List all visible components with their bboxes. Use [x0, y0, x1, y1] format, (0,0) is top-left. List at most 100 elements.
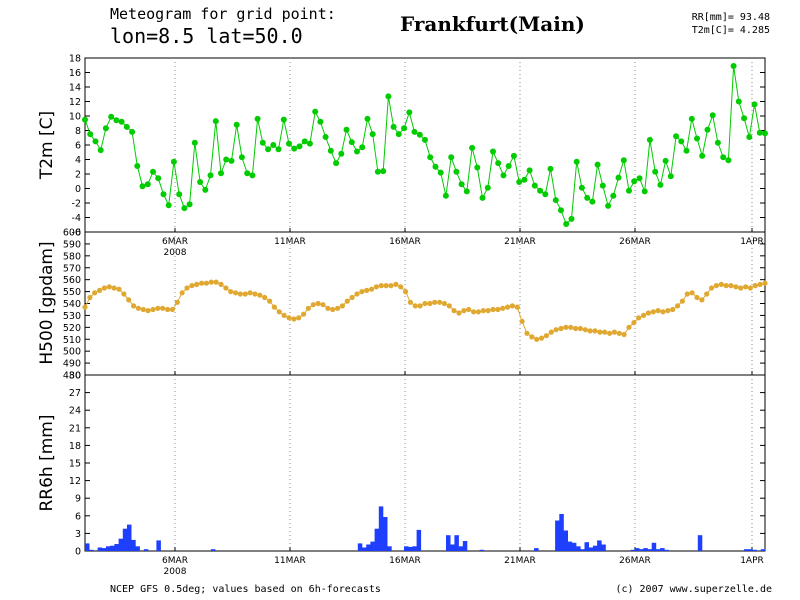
temperature-data-point: [265, 146, 272, 153]
precipitation-bar: [634, 548, 640, 551]
temperature-data-point: [102, 125, 109, 132]
precipitation-x-tick-label: 16MAR: [389, 556, 421, 566]
temperature-data-point: [720, 154, 727, 161]
precipitation-bar: [446, 535, 451, 551]
temperature-y-axis-label: T2m [C]: [37, 111, 57, 180]
geopotential-y-tick-label: 560: [63, 275, 81, 286]
geopotential-data-point: [155, 305, 161, 311]
temperature-data-point: [369, 131, 376, 138]
copyright-credit: (c) 2007 www.superzelle.de: [615, 584, 772, 595]
temperature-data-point: [134, 163, 141, 169]
geopotential-data-point: [101, 285, 107, 291]
temperature-data-point: [599, 182, 606, 189]
geopotential-data-point: [543, 333, 550, 339]
geopotential-data-point: [456, 310, 462, 316]
precipitation-bar: [357, 543, 363, 551]
temperature-data-point: [474, 164, 481, 171]
geopotential-data-point: [92, 290, 98, 296]
temperature-data-point: [746, 134, 753, 140]
temperature-data-point: [646, 136, 653, 143]
precipitation-bar: [97, 547, 103, 551]
temperature-data-point: [699, 152, 706, 159]
temperature-data-point: [218, 170, 224, 177]
temperature-data-point: [547, 165, 554, 172]
geopotential-data-point: [446, 303, 452, 309]
temperature-data-point: [542, 191, 549, 198]
temperature-data-point: [165, 202, 172, 209]
geopotential-data-point: [757, 281, 763, 287]
geopotential-data-point: [607, 330, 613, 336]
geopotential-data-point: [592, 328, 598, 334]
precipitation-bar: [462, 541, 468, 551]
temperature-data-point: [155, 175, 162, 182]
precipitation-y-tick-label: 24: [69, 406, 81, 417]
temperature-y-tick-label: 8: [75, 126, 81, 137]
geopotential-data-point: [349, 294, 355, 301]
geopotential-data-point: [228, 289, 234, 295]
precipitation-bar: [412, 546, 417, 551]
geopotential-data-point: [335, 305, 341, 311]
temperature-y-tick-label: -2: [72, 199, 81, 210]
precipitation-bar: [479, 549, 485, 551]
geopotential-data-point: [500, 305, 506, 311]
geopotential-data-point: [641, 312, 647, 318]
temperature-data-point: [422, 136, 428, 143]
geopotential-data-point: [602, 329, 608, 335]
precipitation-bar: [210, 549, 216, 551]
temperature-data-point: [589, 198, 596, 205]
geopotential-data-point: [296, 315, 302, 321]
temperature-data-point: [270, 142, 277, 148]
geopotential-data-point: [223, 285, 229, 291]
precipitation-bar: [555, 520, 560, 551]
geopotential-data-point: [747, 285, 754, 291]
precipitation-bar: [383, 517, 388, 551]
precipitation-y-tick-label: 9: [75, 494, 81, 505]
precipitation-y-tick-label: 15: [69, 459, 81, 470]
temperature-data-point: [442, 192, 449, 199]
temperature-data-point: [714, 139, 721, 146]
geopotential-data-point: [534, 336, 540, 342]
geopotential-data-point: [728, 283, 734, 289]
temperature-data-point: [129, 128, 136, 135]
temperature-data-point: [223, 156, 230, 163]
geopotential-data-point: [684, 291, 690, 297]
geopotential-data-point: [631, 320, 637, 326]
precipitation-panel-frame: [84, 374, 766, 552]
geopotential-data-point: [174, 299, 180, 305]
temperature-data-point: [123, 123, 130, 130]
geopotential-y-tick-label: 600: [63, 228, 81, 239]
temperature-data-point: [448, 154, 455, 161]
geopotential-data-point: [490, 306, 496, 313]
precipitation-bar: [122, 528, 128, 551]
geopotential-data-point: [189, 283, 195, 289]
geopotential-y-tick-label: 520: [63, 323, 81, 334]
precipitation-bar: [85, 543, 90, 551]
geopotential-data-point: [131, 303, 137, 309]
temperature-y-tick-label: -6: [72, 228, 81, 239]
geopotential-data-point: [344, 298, 350, 304]
temperature-data-point: [620, 157, 627, 164]
precipitation-bar: [571, 542, 577, 551]
geopotential-data-point: [626, 324, 632, 330]
geopotential-data-point: [480, 308, 486, 314]
precipitation-bar: [597, 540, 602, 551]
temperature-data-point: [343, 126, 350, 133]
geopotential-data-point: [194, 281, 200, 287]
precipitation-y-tick-label: 21: [69, 423, 81, 434]
temperature-data-point: [510, 152, 517, 159]
temperature-data-point: [170, 158, 177, 165]
geopotential-data-point: [203, 280, 209, 286]
temperature-data-point: [568, 215, 575, 222]
geopotential-data-point: [233, 290, 239, 296]
geopotential-y-tick-label: 510: [63, 335, 81, 346]
temperature-x-tick-label: 11MAR: [274, 237, 306, 247]
geopotential-data-point: [738, 285, 744, 291]
geopotential-data-point: [378, 283, 384, 289]
precipitation-year-label: 2008: [164, 567, 187, 577]
geopotential-data-point: [257, 292, 263, 298]
temperature-data-point: [92, 138, 99, 145]
geopotential-data-point: [393, 281, 399, 287]
precipitation-bar: [655, 549, 661, 551]
temperature-data-point: [662, 157, 669, 164]
geopotential-data-point: [111, 285, 117, 291]
